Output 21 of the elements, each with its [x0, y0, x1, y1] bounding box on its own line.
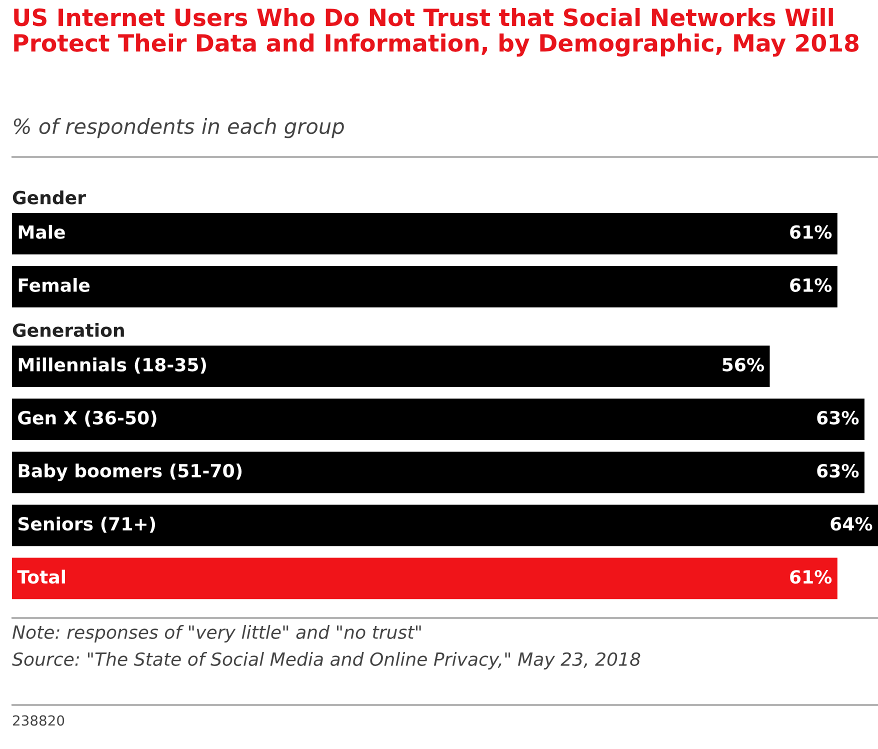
data-label: 56% — [722, 358, 764, 372]
source-note: Source: "The State of Social Media and Online Privacy," May 23, 2018 — [12, 652, 640, 670]
data-label: 61% — [790, 278, 832, 292]
y-tick-label: Gender — [12, 190, 86, 204]
chart-subtitle: % of respondents in each group — [14, 118, 344, 138]
y-tick-label: Baby boomers (51-70) — [18, 464, 242, 482]
y-tick-label: Total — [17, 570, 66, 584]
data-label: 61% — [790, 570, 832, 584]
text: 238820 — [13, 715, 64, 726]
y-tick-label: Female — [18, 278, 90, 292]
text: Note: responses of "very little" and "no trust" — [12, 625, 421, 642]
data-label: 63% — [817, 410, 859, 425]
data-label: 64% — [830, 517, 872, 531]
y-tick-label: Male — [18, 224, 65, 239]
y-tick-label: Generation — [12, 323, 124, 338]
y-tick-label: Seniors (71+) — [18, 516, 156, 533]
y-tick-label: Gen X (36-50) — [18, 410, 156, 427]
data-label: 61% — [790, 225, 832, 239]
data-label: 63% — [817, 464, 859, 478]
y-tick-label: Millennials (18-35) — [18, 358, 206, 374]
chart-title: US Internet Users Who Do Not Trust that Social Networks Will Protect Their Data and Information, by Demographic, May 2018 — [14, 8, 859, 57]
